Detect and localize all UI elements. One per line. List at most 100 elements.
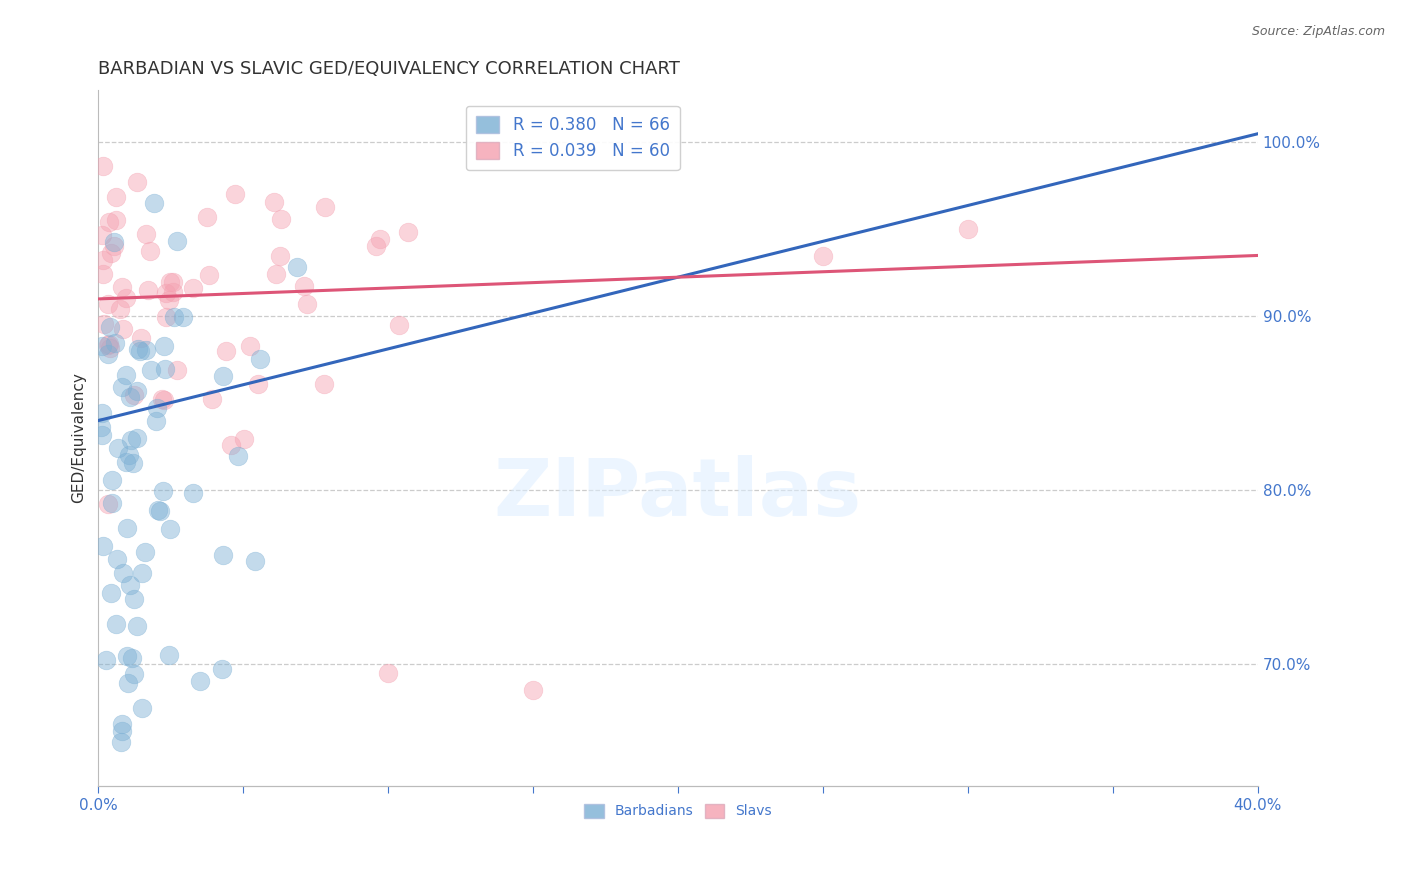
- Point: [149, 504, 172, 518]
- Point: [127, 342, 149, 356]
- Point: [111, 279, 134, 293]
- Point: [93, 252, 115, 267]
- Point: [111, 321, 134, 335]
- Point: [249, 352, 271, 367]
- Point: [91, 339, 114, 353]
- Point: [956, 222, 979, 236]
- Point: [152, 392, 174, 406]
- Point: [263, 195, 285, 210]
- Point: [105, 189, 128, 203]
- Point: [292, 279, 315, 293]
- Point: [110, 735, 132, 749]
- Point: [131, 700, 153, 714]
- Point: [118, 448, 141, 462]
- Point: [125, 175, 148, 189]
- Point: [522, 683, 544, 698]
- Point: [153, 339, 176, 353]
- Point: [166, 234, 188, 248]
- Point: [198, 268, 221, 282]
- Point: [111, 724, 134, 739]
- Point: [104, 212, 127, 227]
- Point: [142, 195, 165, 210]
- Text: ZIPatlas: ZIPatlas: [494, 455, 862, 533]
- Point: [155, 310, 177, 324]
- Point: [125, 431, 148, 445]
- Point: [111, 380, 134, 394]
- Point: [91, 428, 114, 442]
- Point: [146, 502, 169, 516]
- Point: [377, 665, 399, 680]
- Point: [285, 260, 308, 275]
- Point: [105, 551, 128, 566]
- Point: [91, 540, 114, 554]
- Point: [115, 648, 138, 663]
- Point: [146, 401, 169, 416]
- Point: [129, 331, 152, 345]
- Point: [122, 387, 145, 401]
- Point: [104, 617, 127, 632]
- Point: [162, 276, 184, 290]
- Point: [97, 337, 120, 351]
- Point: [91, 228, 114, 243]
- Point: [181, 485, 204, 500]
- Point: [312, 376, 335, 391]
- Point: [100, 496, 122, 510]
- Point: [136, 283, 159, 297]
- Point: [97, 347, 120, 361]
- Point: [388, 318, 411, 332]
- Point: [114, 291, 136, 305]
- Point: [125, 618, 148, 632]
- Point: [135, 343, 157, 357]
- Point: [138, 244, 160, 258]
- Point: [183, 281, 205, 295]
- Point: [364, 239, 387, 253]
- Point: [118, 578, 141, 592]
- Point: [314, 200, 336, 214]
- Point: [212, 548, 235, 562]
- Point: [195, 211, 218, 225]
- Point: [157, 648, 180, 662]
- Text: BARBADIAN VS SLAVIC GED/EQUIVALENCY CORRELATION CHART: BARBADIAN VS SLAVIC GED/EQUIVALENCY CORR…: [98, 60, 681, 78]
- Point: [97, 497, 120, 511]
- Point: [90, 420, 112, 434]
- Point: [215, 344, 238, 359]
- Point: [188, 674, 211, 689]
- Point: [107, 441, 129, 455]
- Point: [153, 362, 176, 376]
- Point: [121, 650, 143, 665]
- Point: [226, 449, 249, 463]
- Point: [131, 566, 153, 581]
- Point: [155, 285, 177, 300]
- Point: [98, 215, 121, 229]
- Point: [103, 239, 125, 253]
- Point: [134, 545, 156, 559]
- Point: [152, 392, 174, 407]
- Point: [103, 235, 125, 250]
- Point: [112, 566, 135, 580]
- Point: [91, 267, 114, 281]
- Point: [166, 363, 188, 377]
- Point: [212, 368, 235, 383]
- Point: [270, 212, 292, 227]
- Point: [162, 285, 184, 299]
- Legend: Barbadians, Slavs: Barbadians, Slavs: [579, 798, 778, 824]
- Point: [221, 438, 243, 452]
- Point: [115, 368, 138, 383]
- Point: [159, 275, 181, 289]
- Point: [172, 310, 194, 324]
- Point: [246, 377, 269, 392]
- Point: [269, 249, 291, 263]
- Point: [159, 522, 181, 536]
- Point: [145, 414, 167, 428]
- Point: [117, 676, 139, 690]
- Point: [370, 232, 392, 246]
- Point: [120, 390, 142, 404]
- Point: [211, 662, 233, 676]
- Point: [120, 433, 142, 447]
- Point: [122, 666, 145, 681]
- Point: [139, 363, 162, 377]
- Point: [97, 297, 120, 311]
- Point: [811, 249, 834, 263]
- Point: [224, 187, 246, 202]
- Point: [128, 344, 150, 359]
